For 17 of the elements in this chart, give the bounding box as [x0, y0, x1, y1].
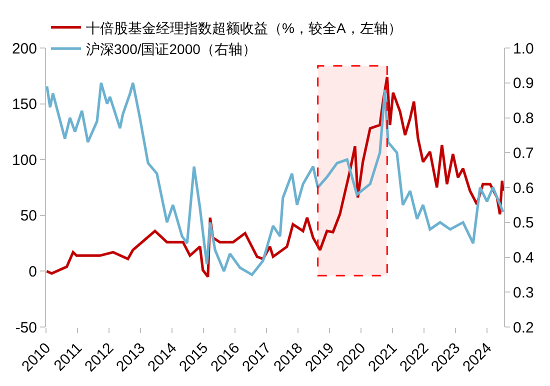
legend-label: 沪深300/国证2000（右轴）	[86, 40, 256, 57]
y2-tick-label: 0.5	[513, 214, 534, 232]
y-tick-label: 50	[20, 208, 37, 225]
y-tick-label: -50	[15, 319, 37, 336]
y2-tick-label: 0.8	[513, 110, 534, 127]
y2-tick-label: 0.3	[513, 284, 534, 302]
y-tick-label: 200	[12, 40, 37, 58]
y2-tick-label: 0.4	[513, 250, 534, 266]
y2-tick-label: 0.7	[513, 144, 534, 162]
y2-tick-label: 0.2	[513, 319, 534, 336]
y2-tick-label: 0.9	[513, 75, 534, 92]
y-tick-label: 150	[12, 96, 37, 114]
y-tick-label: 100	[12, 152, 37, 169]
y2-tick-label: 1.0	[513, 40, 534, 58]
y-tick-label: 0	[28, 263, 37, 280]
legend-label: 十倍股基金经理指数超额收益（%，较全A，左轴）	[86, 20, 402, 36]
y2-tick-label: 0.6	[513, 180, 534, 197]
